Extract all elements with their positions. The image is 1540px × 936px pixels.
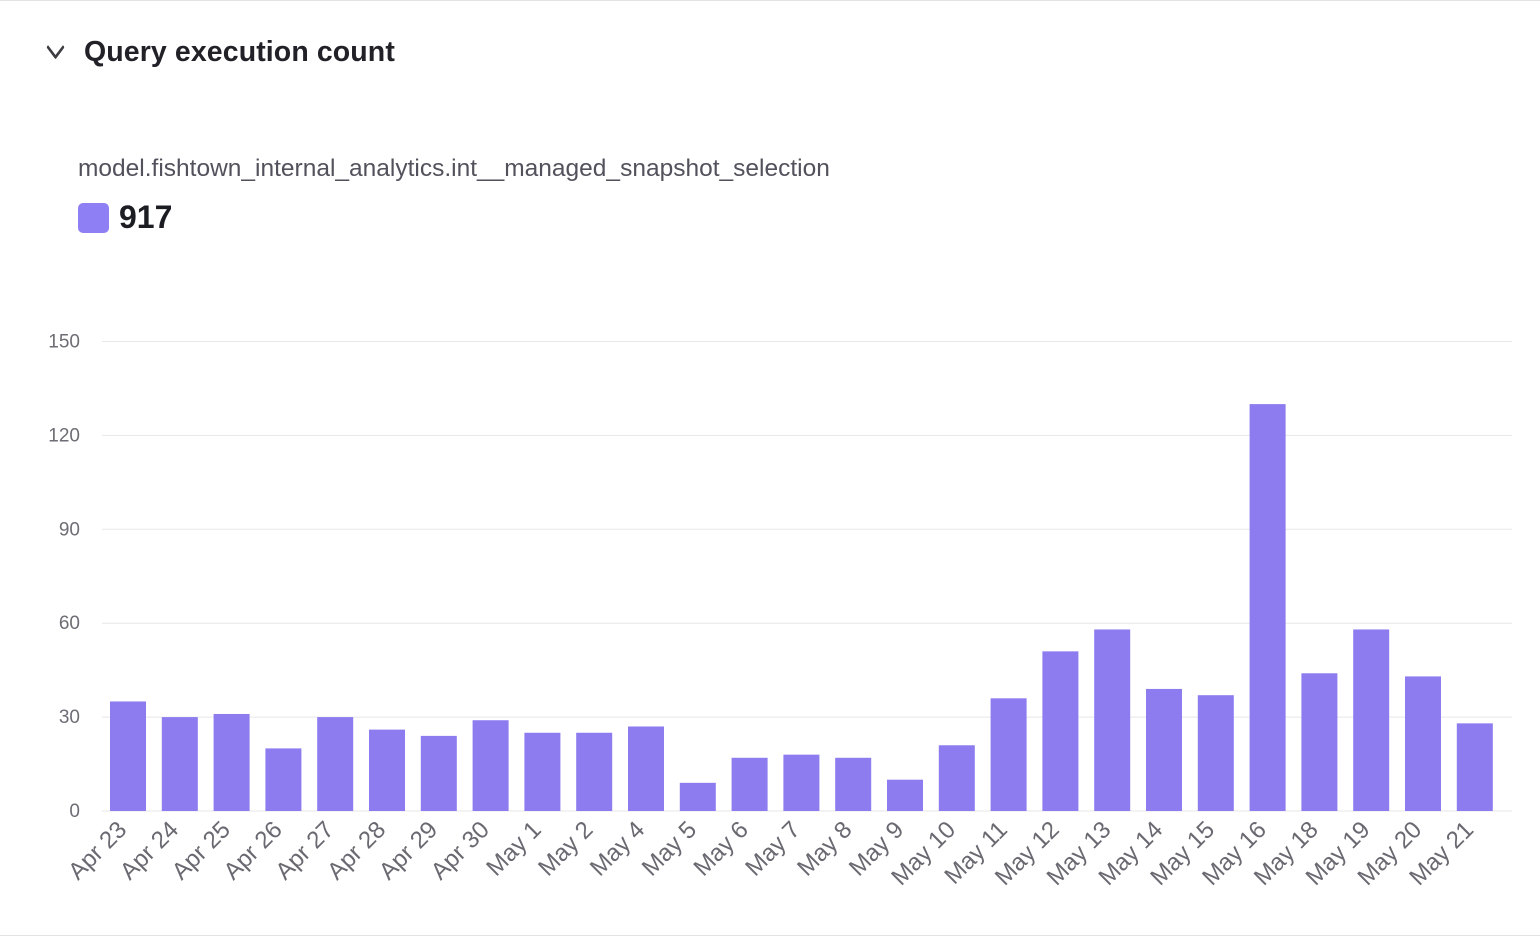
svg-text:May 5: May 5 — [637, 816, 702, 881]
svg-text:0: 0 — [69, 801, 80, 822]
svg-text:May 2: May 2 — [533, 816, 598, 881]
svg-text:Apr 26: Apr 26 — [219, 816, 288, 885]
svg-text:Apr 23: Apr 23 — [63, 816, 132, 885]
svg-text:May 1: May 1 — [481, 816, 546, 881]
svg-text:150: 150 — [48, 332, 80, 353]
svg-text:120: 120 — [48, 425, 80, 446]
svg-text:Apr 30: Apr 30 — [426, 816, 495, 885]
svg-text:Apr 29: Apr 29 — [374, 816, 443, 885]
svg-text:Apr 27: Apr 27 — [270, 816, 339, 885]
svg-text:May 7: May 7 — [740, 816, 805, 881]
svg-text:Apr 28: Apr 28 — [322, 816, 391, 885]
svg-text:Apr 25: Apr 25 — [167, 816, 236, 885]
svg-text:90: 90 — [59, 519, 80, 540]
svg-text:60: 60 — [59, 613, 80, 634]
svg-text:Apr 24: Apr 24 — [115, 816, 184, 885]
svg-text:May 6: May 6 — [689, 816, 754, 881]
svg-text:May 4: May 4 — [585, 816, 650, 881]
svg-text:30: 30 — [59, 707, 80, 728]
svg-text:May 8: May 8 — [792, 816, 857, 881]
